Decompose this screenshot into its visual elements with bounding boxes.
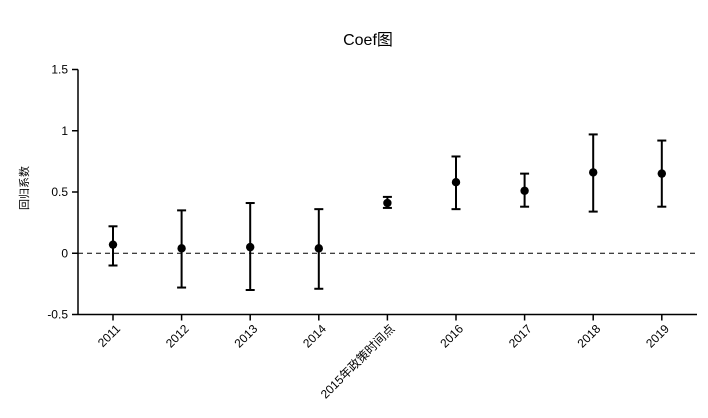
x-tick-label: 2012	[163, 321, 192, 350]
point-marker	[177, 244, 186, 253]
point-marker	[657, 169, 666, 178]
x-tick-label: 2016	[437, 321, 466, 350]
point-marker	[451, 178, 461, 187]
point-marker	[589, 168, 598, 177]
x-tick-label: 2017	[506, 321, 535, 350]
x-tick-label: 2015年政策时间点	[318, 322, 398, 402]
y-tick-label: 0	[61, 246, 68, 260]
x-tick-label: 2018	[575, 321, 604, 350]
point-marker	[383, 198, 392, 208]
y-axis-label: 回归系数	[19, 166, 31, 210]
y-tick-label: 1.5	[51, 63, 68, 77]
x-tick-label: 2019	[643, 321, 672, 350]
chart-title: Coef图	[343, 32, 393, 49]
point-marker	[246, 242, 255, 252]
point-marker	[108, 240, 118, 249]
point-marker	[314, 244, 323, 253]
y-tick-label: 1	[61, 124, 68, 138]
x-tick-label: 2013	[232, 321, 261, 350]
x-tick-label: 2014	[300, 321, 329, 350]
point-marker	[520, 186, 529, 195]
y-tick-label: 0.5	[51, 185, 68, 199]
x-tick-label: 2011	[95, 321, 123, 349]
y-tick-label: -0.5	[47, 308, 68, 322]
